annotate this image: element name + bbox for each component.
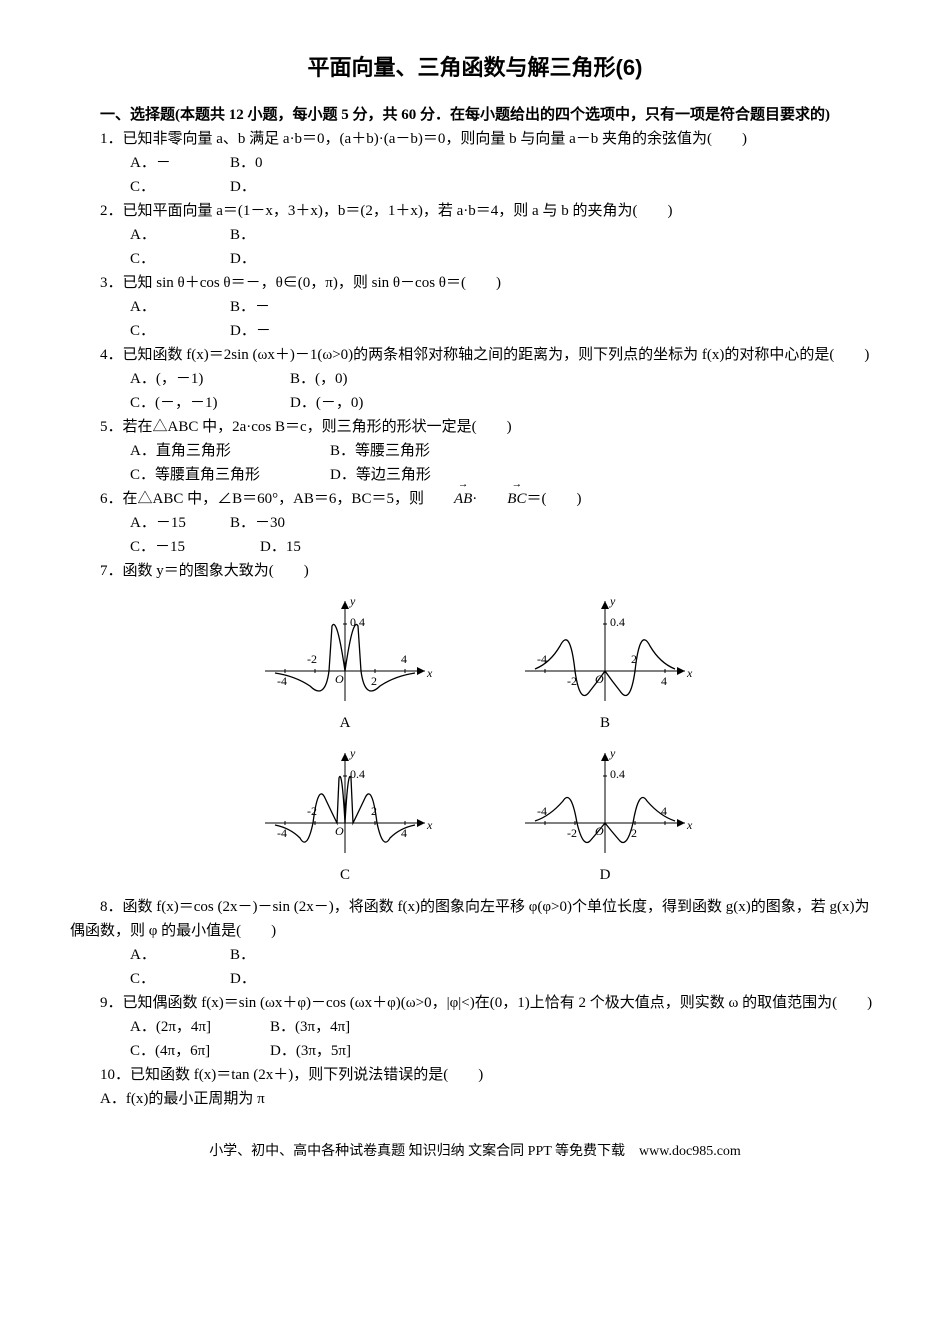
q8-opts-2: C．D．	[70, 967, 880, 991]
svg-text:4: 4	[661, 674, 667, 688]
svg-text:y: y	[349, 594, 356, 608]
svg-text:O: O	[335, 672, 344, 686]
q8-stem: 8．函数 f(x)＝cos (2x－)－sin (2x－)，将函数 f(x)的图…	[70, 895, 880, 943]
q7-fig-c: x y O 0.4 -4 -2 2 4 C	[255, 743, 435, 887]
q6-opts-2: C．－15D．15	[70, 535, 880, 559]
page-title: 平面向量、三角函数与解三角形(6)	[70, 50, 880, 85]
q7-fig-a: x y O 0.4 -4 -2 2 4 A	[255, 591, 435, 735]
svg-text:y: y	[609, 746, 616, 760]
svg-text:x: x	[426, 818, 433, 832]
q7-label-b: B	[515, 711, 695, 735]
q1-opts-2: C．D．	[70, 175, 880, 199]
q7-label-c: C	[255, 863, 435, 887]
q2-opts-2: C．D．	[70, 247, 880, 271]
q6-stem: 6．在△ABC 中，∠B＝60°，AB＝6，BC＝5，则AB·BC＝( )	[70, 487, 880, 511]
q9-opts-1: A．(2π，4π]B．(3π，4π]	[70, 1015, 880, 1039]
q5-stem: 5．若在△ABC 中，2a·cos B＝c，则三角形的形状一定是( )	[70, 415, 880, 439]
svg-text:y: y	[609, 594, 616, 608]
q8-opts-1: A．B．	[70, 943, 880, 967]
svg-text:x: x	[686, 666, 693, 680]
q2-opts-1: A．B．	[70, 223, 880, 247]
svg-text:0.4: 0.4	[350, 767, 365, 781]
svg-text:O: O	[335, 824, 344, 838]
q4-opts-1: A．(，－1)B．(，0)	[70, 367, 880, 391]
svg-text:-4: -4	[537, 652, 547, 666]
svg-text:x: x	[686, 818, 693, 832]
q5-opts-1: A．直角三角形B．等腰三角形	[70, 439, 880, 463]
q3-stem: 3．已知 sin θ＋cos θ＝－，θ∈(0，π)，则 sin θ－cos θ…	[70, 271, 880, 295]
q9-opts-2: C．(4π，6π]D．(3π，5π]	[70, 1039, 880, 1063]
q10-opt-a: A．f(x)的最小正周期为 π	[70, 1087, 880, 1111]
q7-figs-row2: x y O 0.4 -4 -2 2 4 C x y O 0.4 -4 -2 2	[70, 743, 880, 887]
svg-text:2: 2	[371, 674, 377, 688]
page-footer: 小学、初中、高中各种试卷真题 知识归纳 文案合同 PPT 等免费下载 www.d…	[70, 1141, 880, 1163]
svg-text:0.4: 0.4	[610, 767, 625, 781]
q4-opts-2: C．(－，－1)D．(－，0)	[70, 391, 880, 415]
q6-opts-1: A．－15B．－30	[70, 511, 880, 535]
q9-stem: 9．已知偶函数 f(x)＝sin (ωx＋φ)－cos (ωx＋φ)(ω>0，|…	[70, 991, 880, 1015]
svg-text:4: 4	[401, 652, 407, 666]
q7-figs-row1: x y O 0.4 -4 -2 2 4 A x y O 0.4 -4 -2 2	[70, 591, 880, 735]
q4-stem: 4．已知函数 f(x)＝2sin (ωx＋)－1(ω>0)的两条相邻对称轴之间的…	[70, 343, 880, 367]
svg-text:0.4: 0.4	[610, 615, 625, 629]
q10-stem: 10．已知函数 f(x)＝tan (2x＋)，则下列说法错误的是( )	[70, 1063, 880, 1087]
q7-label-d: D	[515, 863, 695, 887]
q7-fig-b: x y O 0.4 -4 -2 2 4 B	[515, 591, 695, 735]
q5-opts-2: C．等腰直角三角形D．等边三角形	[70, 463, 880, 487]
q3-opts-2: C．D．－	[70, 319, 880, 343]
q2-stem: 2．已知平面向量 a＝(1－x，3＋x)，b＝(2，1＋x)，若 a·b＝4，则…	[70, 199, 880, 223]
q7-label-a: A	[255, 711, 435, 735]
svg-text:-4: -4	[277, 674, 287, 688]
section-1-head: 一、选择题(本题共 12 小题，每小题 5 分，共 60 分．在每小题给出的四个…	[70, 103, 880, 127]
q1-stem: 1．已知非零向量 a、b 满足 a·b＝0，(a＋b)·(a－b)＝0，则向量 …	[70, 127, 880, 151]
svg-text:y: y	[349, 746, 356, 760]
q3-opts-1: A．B．－	[70, 295, 880, 319]
q7-fig-d: x y O 0.4 -4 -2 2 4 D	[515, 743, 695, 887]
svg-text:-2: -2	[567, 826, 577, 840]
q1-opts-1: A．－B．0	[70, 151, 880, 175]
q7-stem: 7．函数 y＝的图象大致为( )	[70, 559, 880, 583]
svg-text:-2: -2	[307, 652, 317, 666]
svg-text:x: x	[426, 666, 433, 680]
